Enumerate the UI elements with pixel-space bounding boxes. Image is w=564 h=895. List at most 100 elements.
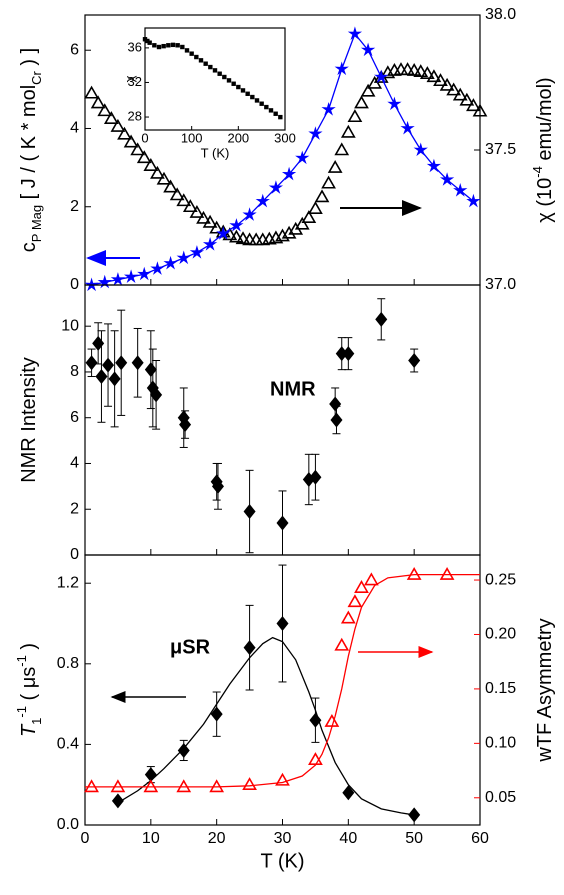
annotation: NMR (270, 378, 316, 400)
data-point (152, 43, 157, 48)
axis-title-part: Cr (29, 70, 44, 84)
axis-title-part: T (18, 723, 40, 737)
data-point (123, 134, 139, 148)
y-tick-label: 6 (70, 409, 79, 426)
axis-title-part: NMR Intensity (18, 357, 40, 483)
data-point (163, 179, 178, 193)
data-point (439, 172, 455, 186)
x-tick-label: 0 (141, 130, 148, 145)
axis-title-part: -4 (530, 166, 545, 178)
data-point (259, 101, 264, 106)
data-point (466, 193, 481, 208)
y-tick-label: 4 (70, 455, 79, 472)
data-point (97, 274, 112, 289)
data-point (222, 227, 238, 241)
data-point (334, 61, 349, 76)
data-point (375, 311, 388, 327)
data-point (335, 346, 348, 362)
data-point (360, 42, 376, 57)
data-point (408, 353, 421, 369)
x-axis-title: T (K) (201, 145, 230, 160)
data-point (342, 346, 355, 362)
data-point (216, 226, 231, 240)
data-point (419, 66, 435, 79)
data-point (210, 706, 223, 722)
data-point (294, 216, 310, 230)
data-point (144, 362, 157, 378)
data-point (176, 250, 191, 265)
y2-tick-label: 0.15 (485, 680, 516, 697)
data-point (217, 71, 222, 76)
axis-title: χ (10-4 emu/mol) (530, 77, 556, 222)
data-point (103, 111, 119, 124)
data-point (264, 104, 269, 110)
data-point (340, 610, 356, 624)
data-point (309, 469, 322, 485)
data-point (309, 712, 322, 728)
data-point (102, 357, 115, 373)
data-point (273, 111, 278, 116)
data-point (123, 269, 139, 283)
data-point (321, 102, 336, 116)
data-point (453, 183, 468, 197)
y2-tick-label: 37.0 (485, 276, 516, 293)
data-point (408, 807, 421, 823)
data-point (211, 478, 224, 494)
axis-title-part: emu/mol) (534, 77, 556, 166)
data-point (84, 779, 99, 793)
axis-title-part: P Mag (29, 205, 44, 242)
x-tick-label: 10 (142, 830, 160, 847)
data-point (245, 91, 250, 96)
data-point (406, 566, 422, 580)
data-point (363, 572, 379, 586)
axis-title-part: χ (122, 75, 137, 82)
data-point (226, 78, 232, 83)
data-point (161, 43, 166, 49)
data-point (250, 94, 255, 100)
axis-title-part: 1 (29, 718, 44, 725)
data-point (144, 767, 157, 783)
data-point (145, 38, 150, 44)
y-tick-label: 8 (70, 363, 79, 380)
data-point (413, 64, 429, 78)
data-point (426, 69, 442, 83)
data-point (117, 126, 132, 140)
data-point (189, 245, 205, 259)
y-tick-label: 32 (128, 74, 142, 89)
data-point (472, 103, 488, 117)
data-point (143, 779, 159, 793)
data-point (275, 772, 290, 786)
data-point (176, 193, 192, 207)
data-point (466, 98, 481, 112)
x-tick-label: 40 (339, 830, 357, 847)
data-point (334, 142, 350, 156)
axis-title-part: ) (18, 643, 40, 655)
data-point (374, 69, 389, 84)
data-point (137, 266, 152, 281)
axis-title-part: ( μs (18, 667, 40, 706)
data-point (276, 616, 289, 632)
data-point (180, 44, 185, 50)
data-point (281, 166, 297, 181)
data-point (330, 412, 343, 428)
axis-title-part: -1 (14, 655, 29, 667)
data-point (295, 150, 310, 165)
data-point (360, 83, 376, 97)
data-point (209, 779, 225, 793)
data-point (208, 64, 213, 70)
data-point (110, 779, 126, 793)
data-point (324, 713, 340, 727)
data-point (278, 114, 283, 120)
data-point (169, 187, 185, 201)
axis-title-part: χ (10 (534, 178, 556, 223)
data-point (111, 793, 124, 809)
data-point (209, 220, 225, 234)
y-tick-label: 0 (70, 276, 79, 293)
data-point (130, 142, 146, 156)
data-point (308, 752, 323, 765)
axis-title-part: -1 (14, 706, 29, 718)
axis-title-part: [ J / ( K * mol (18, 85, 40, 205)
y-tick-label: 2 (70, 500, 79, 517)
data-point (177, 742, 190, 758)
